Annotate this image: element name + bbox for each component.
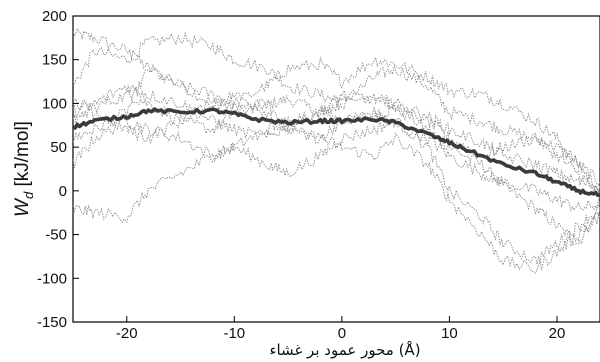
y-axis-ticks: -150 -100 -50 0 50 100 150 200 [37, 8, 79, 331]
plot-frame [72, 15, 600, 323]
trajectory-line-7 [73, 91, 600, 274]
y-tick-label: -100 [37, 270, 67, 287]
trajectory-line-2 [73, 31, 600, 186]
trajectory-line-6 [73, 116, 600, 265]
mean-line-group [73, 107, 600, 198]
y-tick-label: 50 [50, 139, 67, 156]
x-tick-label: -10 [223, 325, 245, 342]
y-axis-symbol: W [12, 197, 33, 217]
trajectory-lines [73, 27, 600, 274]
x-axis-label: محور عمود بر غشاء (Å) [269, 340, 420, 359]
trajectory-line-1 [73, 27, 600, 246]
x-axis-ticks: -20 -10 0 10 20 [116, 316, 565, 342]
trajectory-line-4 [73, 89, 600, 212]
trajectory-line-3 [73, 55, 600, 192]
y-tick-label: 150 [42, 52, 67, 69]
y-axis-subscript: d [21, 191, 36, 199]
x-tick-label: 20 [549, 325, 566, 342]
trajectory-line-5 [73, 95, 600, 196]
y-tick-label: 100 [42, 95, 67, 112]
y-tick-label: 0 [59, 183, 67, 200]
mean-line [73, 107, 600, 198]
x-tick-label: 0 [338, 325, 346, 342]
y-tick-label: 200 [42, 8, 67, 25]
trajectory-line-8 [73, 84, 600, 194]
y-tick-label: -50 [45, 227, 67, 244]
x-tick-label: 10 [441, 325, 458, 342]
x-tick-label: -20 [116, 325, 138, 342]
y-axis-label: Wd [kJ/mol] [12, 121, 36, 217]
y-axis-unit: [kJ/mol] [12, 121, 33, 192]
y-tick-label: -150 [37, 314, 67, 331]
